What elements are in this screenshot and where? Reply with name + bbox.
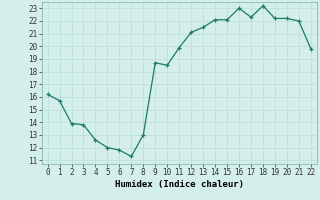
X-axis label: Humidex (Indice chaleur): Humidex (Indice chaleur)	[115, 180, 244, 189]
